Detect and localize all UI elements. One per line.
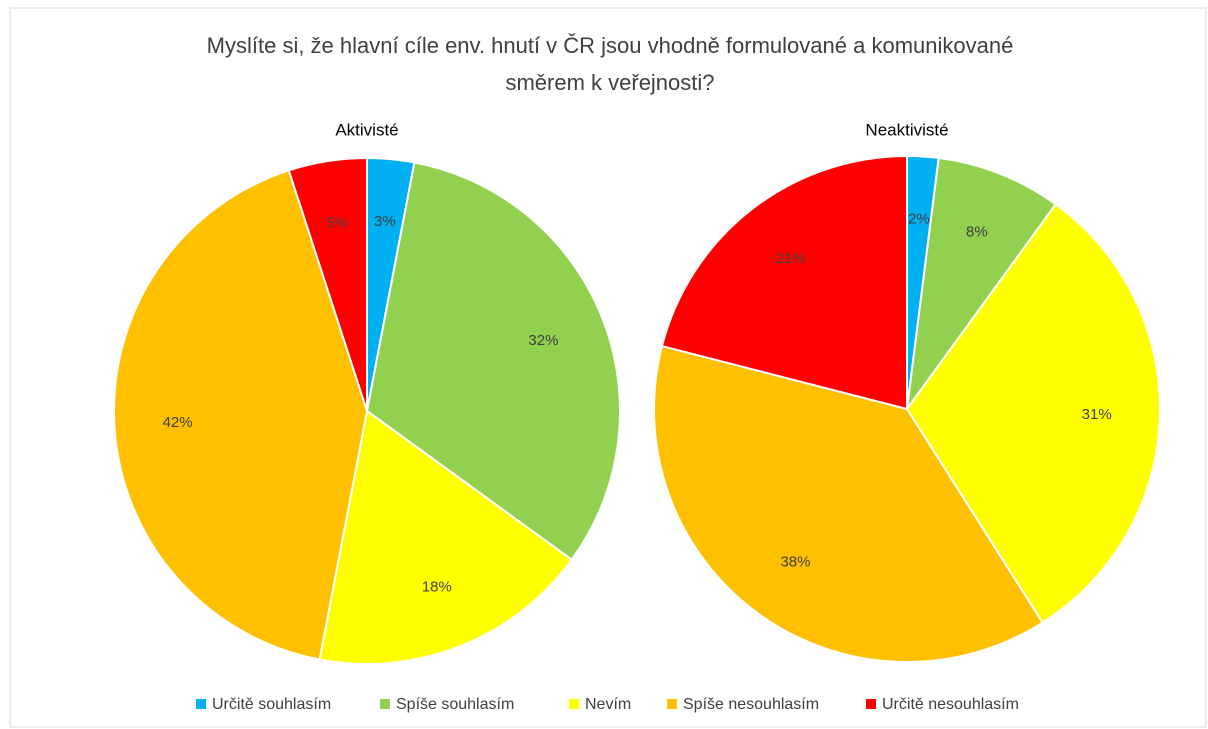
data-label: 21% bbox=[776, 250, 806, 267]
data-label: 38% bbox=[780, 553, 810, 570]
pie-title: Neaktivisté bbox=[865, 120, 948, 139]
pie-slice bbox=[660, 154, 908, 411]
legend-swatch bbox=[866, 699, 876, 709]
pie-slice bbox=[365, 161, 621, 562]
data-label: 42% bbox=[163, 414, 193, 431]
pie-slice bbox=[287, 156, 368, 412]
data-label: 2% bbox=[908, 211, 930, 228]
legend-swatch bbox=[569, 699, 579, 709]
pie-slice bbox=[905, 202, 1161, 624]
pie-slice bbox=[318, 409, 574, 665]
legend-swatch bbox=[380, 699, 390, 709]
pie-title: Aktivisté bbox=[335, 120, 398, 139]
legend-swatch bbox=[196, 699, 206, 709]
pie-slice bbox=[113, 169, 369, 661]
pie-slice bbox=[653, 344, 1044, 663]
data-label: 32% bbox=[528, 332, 558, 349]
legend-swatch bbox=[667, 699, 677, 709]
data-label: 18% bbox=[422, 578, 452, 595]
data-label: 8% bbox=[966, 224, 988, 241]
legend-label: Určitě souhlasím bbox=[212, 696, 331, 713]
chart-title: Myslíte si, že hlavní cíle env. hnutí v … bbox=[207, 33, 1014, 58]
chart-title: směrem k veřejnosti? bbox=[505, 70, 714, 95]
legend-label: Určitě nesouhlasím bbox=[882, 696, 1019, 713]
legend-label: Spíše souhlasím bbox=[396, 696, 514, 713]
pie-slice bbox=[906, 156, 1058, 410]
data-label: 3% bbox=[374, 213, 396, 230]
data-label: 5% bbox=[326, 215, 348, 232]
legend-label: Spíše nesouhlasím bbox=[683, 696, 819, 713]
legend-label: Nevím bbox=[585, 696, 631, 713]
data-label: 31% bbox=[1082, 406, 1112, 423]
